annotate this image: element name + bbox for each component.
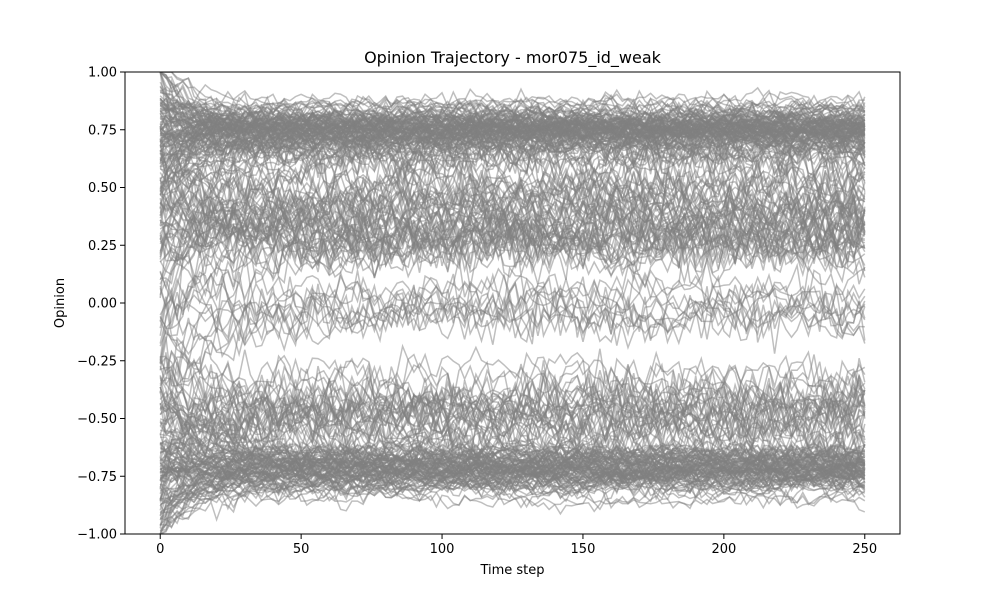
x-tick-label: 150	[571, 542, 596, 557]
trajectory-line	[159, 242, 866, 337]
trajectory-line	[159, 131, 866, 260]
y-tick-label: −0.25	[77, 354, 117, 369]
y-tick-label: 0.75	[88, 123, 117, 138]
y-axis-label: Opinion	[53, 278, 68, 328]
trajectory-line	[159, 388, 866, 447]
trajectory-line	[159, 226, 866, 307]
trajectory-line	[159, 481, 866, 526]
trajectory-line	[159, 262, 866, 346]
trajectory-line	[159, 350, 866, 501]
trajectory-line	[159, 320, 866, 400]
y-tick-label: 1.00	[88, 66, 117, 81]
x-tick-label: 100	[430, 542, 455, 557]
trajectory-line	[159, 117, 866, 149]
trajectory-line	[159, 462, 866, 498]
y-tick-label: 0.25	[88, 239, 117, 254]
trajectory-line	[159, 87, 866, 117]
y-tick-label: −0.50	[77, 412, 117, 427]
trajectory-line	[159, 198, 866, 266]
trajectory-line	[159, 390, 866, 468]
trajectory-line	[159, 460, 866, 489]
x-tick-label: 0	[156, 542, 164, 557]
x-tick-label: 50	[293, 542, 310, 557]
trajectory-line	[159, 113, 865, 143]
trajectory-line	[159, 86, 866, 153]
x-tick-label: 200	[711, 542, 736, 557]
y-tick-label: −1.00	[77, 528, 117, 543]
trajectory-line	[159, 233, 866, 351]
trajectory-line	[159, 72, 866, 203]
trajectory-line	[159, 119, 866, 258]
trajectory-line	[159, 105, 866, 141]
trajectory-line	[159, 160, 866, 263]
trajectory-line	[159, 402, 866, 472]
trajectory-line	[159, 215, 866, 279]
trajectory-line	[159, 474, 865, 534]
y-tick-label: −0.75	[77, 470, 117, 485]
trajectory-line	[159, 370, 866, 495]
x-tick-label: 250	[852, 542, 877, 557]
y-axis: −1.00 −0.75 −0.50 −0.25 0.00 0.25 0.50 0.75 1.00	[77, 66, 125, 543]
trajectory-line	[159, 95, 866, 130]
trajectory-line	[159, 224, 866, 278]
trajectory-line	[159, 110, 866, 154]
trajectory-line	[159, 283, 866, 371]
y-tick-label: 0.00	[88, 297, 117, 312]
trajectory-line	[159, 96, 866, 125]
x-axis: 0 50 100 150 200 250	[156, 534, 877, 557]
trajectory-line	[159, 138, 866, 245]
chart-title: Opinion Trajectory - mor075_id_weak	[364, 48, 662, 68]
plot-area	[159, 72, 866, 534]
trajectory-line	[159, 456, 866, 516]
trajectory-line	[159, 442, 866, 489]
trajectory-line	[159, 284, 866, 360]
trajectory-line	[159, 470, 866, 507]
trajectory-line	[159, 343, 866, 406]
y-tick-label: 0.50	[88, 181, 117, 196]
trajectory-line	[159, 107, 866, 133]
x-axis-label: Time step	[479, 563, 544, 578]
trajectory-line	[159, 459, 866, 529]
trajectory-line	[159, 150, 866, 232]
trajectory-line	[159, 95, 865, 131]
trajectory-line	[159, 97, 866, 147]
